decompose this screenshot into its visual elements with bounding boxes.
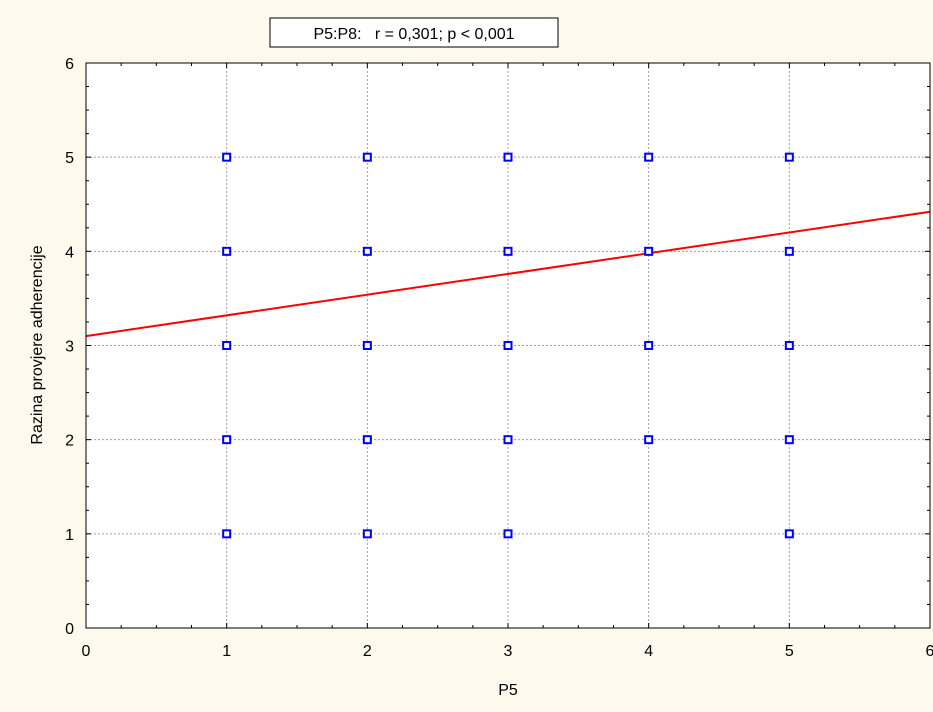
chart-title: P5:P8: r = 0,301; p < 0,001: [313, 26, 514, 43]
scatter-point: [362, 435, 372, 445]
x-tick-label: 1: [222, 643, 231, 660]
x-axis-label: P5: [498, 682, 518, 699]
scatter-point: [644, 435, 654, 445]
scatter-point: [362, 246, 372, 256]
scatter-point: [503, 341, 513, 350]
title-box: [269, 17, 559, 48]
scatter-point: [784, 341, 794, 350]
scatter-point: [222, 246, 232, 256]
plot-frame: [85, 62, 931, 629]
x-tick-label: 2: [363, 643, 372, 660]
y-tick-label: 0: [65, 621, 74, 638]
data-points: [222, 152, 794, 539]
scatter-point: [784, 246, 794, 256]
scatter-point: [503, 152, 513, 162]
x-tick-label: 0: [82, 643, 91, 660]
scatter-point: [362, 529, 372, 539]
y-tick-labels: 0 1 2 3 4 5 6: [65, 56, 74, 638]
y-tick-label: 3: [65, 339, 74, 356]
y-tick-label: 5: [65, 150, 74, 167]
scatter-point: [503, 246, 513, 256]
scatter-point: [644, 246, 654, 256]
scatter-point: [362, 341, 372, 350]
x-tick-label: 4: [644, 643, 653, 660]
scatter-point: [222, 152, 232, 162]
scatter-point: [784, 435, 794, 445]
scatter-point: [644, 152, 654, 162]
scatter-point: [644, 341, 654, 350]
x-tick-label: 5: [785, 643, 794, 660]
y-axis-label: Razina provjere adherencije: [29, 245, 46, 444]
scatter-point: [503, 529, 513, 539]
y-tick-label: 2: [65, 433, 74, 450]
scatter-point: [784, 529, 794, 539]
x-tick-label: 3: [504, 643, 513, 660]
y-tick-label: 6: [65, 56, 74, 73]
x-tick-labels: 0 1 2 3 4 5 6: [82, 643, 933, 660]
scatter-point: [503, 435, 513, 445]
y-tick-label: 4: [65, 244, 74, 261]
scatter-point: [222, 435, 232, 445]
x-tick-label: 6: [926, 643, 933, 660]
scatter-point: [784, 152, 794, 162]
scatter-point: [222, 341, 232, 350]
scatter-point: [222, 529, 232, 539]
regression-line: [85, 210, 931, 338]
scatter-point: [362, 152, 372, 162]
y-tick-label: 1: [65, 527, 74, 544]
